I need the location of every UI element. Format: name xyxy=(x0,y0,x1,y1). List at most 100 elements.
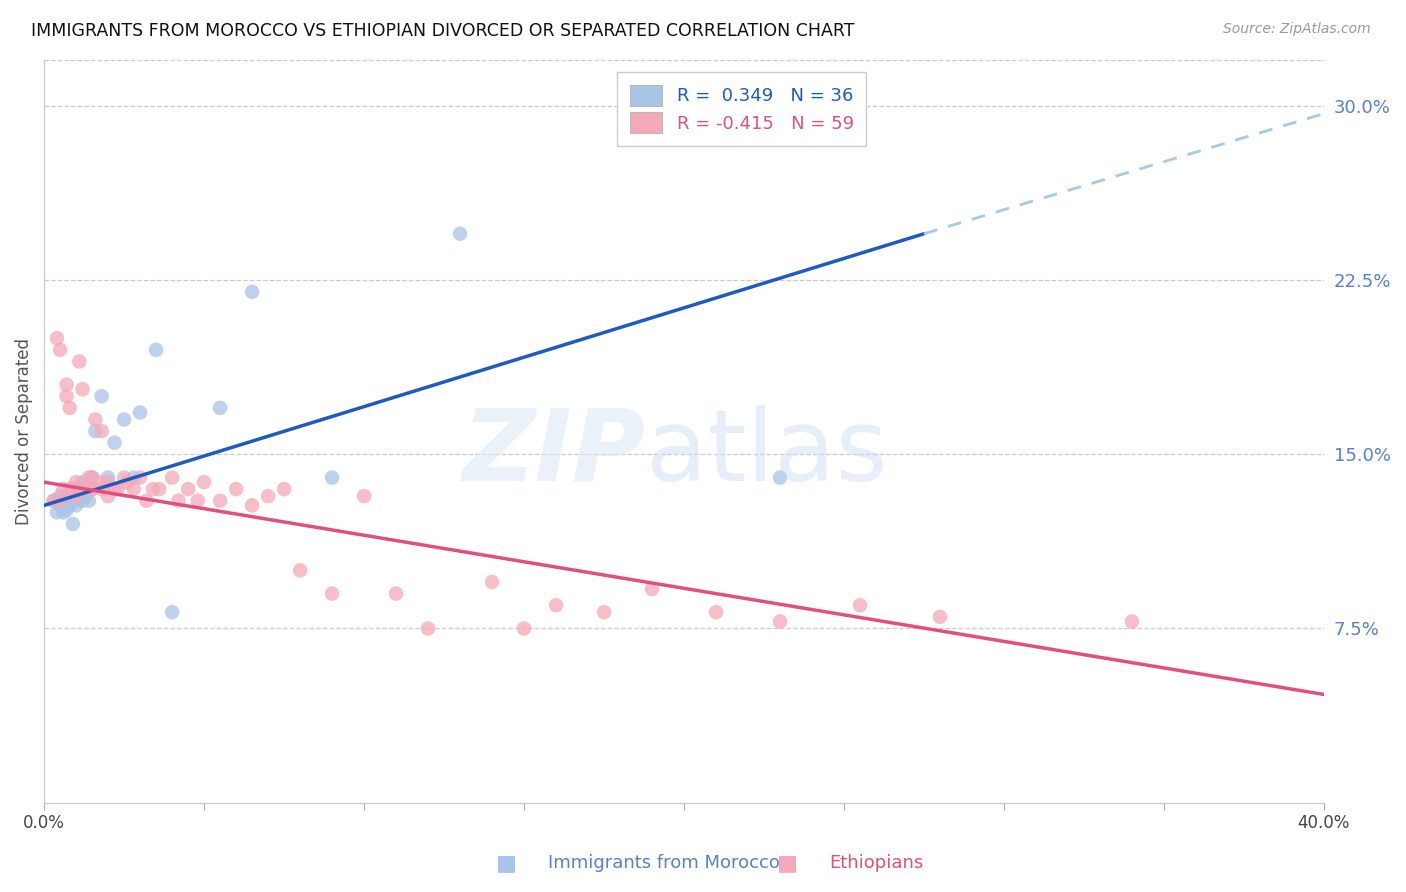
Point xyxy=(65,489,87,503)
Point xyxy=(929,610,952,624)
Point xyxy=(148,482,170,496)
Point xyxy=(59,401,82,415)
Point xyxy=(513,622,536,636)
Point xyxy=(75,489,97,503)
Point xyxy=(90,482,112,496)
Point xyxy=(45,505,67,519)
Point xyxy=(49,493,72,508)
Point xyxy=(240,499,263,513)
Point xyxy=(72,382,94,396)
Point xyxy=(82,470,104,484)
Point xyxy=(62,482,84,496)
Text: Source: ZipAtlas.com: Source: ZipAtlas.com xyxy=(1223,22,1371,37)
Point xyxy=(82,470,104,484)
Point xyxy=(769,470,792,484)
Point xyxy=(65,489,87,503)
Point xyxy=(45,331,67,345)
Point xyxy=(49,343,72,357)
Point xyxy=(385,587,408,601)
Point xyxy=(1121,615,1143,629)
Point xyxy=(72,475,94,490)
Point xyxy=(82,482,104,496)
Point xyxy=(160,470,183,484)
Point xyxy=(77,470,100,484)
Point xyxy=(416,622,439,636)
Point xyxy=(117,475,139,490)
Point xyxy=(67,482,90,496)
Text: Ethiopians: Ethiopians xyxy=(830,855,924,872)
Y-axis label: Divorced or Separated: Divorced or Separated xyxy=(15,337,32,524)
Point xyxy=(187,493,209,508)
Point xyxy=(193,475,215,490)
Point xyxy=(84,412,107,426)
Point xyxy=(42,493,65,508)
Point xyxy=(122,470,145,484)
Point xyxy=(257,489,280,503)
Point xyxy=(52,482,75,496)
Point xyxy=(65,475,87,490)
Point xyxy=(65,499,87,513)
Point xyxy=(72,482,94,496)
Text: ZIP: ZIP xyxy=(463,405,645,502)
Point xyxy=(288,563,311,577)
Point xyxy=(49,499,72,513)
Point xyxy=(55,493,77,508)
Point xyxy=(135,493,157,508)
Point xyxy=(167,493,190,508)
Point xyxy=(75,482,97,496)
Text: Immigrants from Morocco: Immigrants from Morocco xyxy=(548,855,780,872)
Point xyxy=(704,605,727,619)
Point xyxy=(55,377,77,392)
Point xyxy=(209,401,232,415)
Point xyxy=(67,354,90,368)
Point xyxy=(122,482,145,496)
Point xyxy=(209,493,232,508)
Text: ■: ■ xyxy=(778,854,797,873)
Point xyxy=(49,489,72,503)
Text: ■: ■ xyxy=(496,854,516,873)
Point xyxy=(273,482,295,496)
Point xyxy=(112,470,135,484)
Point xyxy=(240,285,263,299)
Point xyxy=(52,505,75,519)
Point xyxy=(103,482,125,496)
Point xyxy=(129,470,152,484)
Point xyxy=(97,475,120,490)
Point xyxy=(641,582,664,596)
Point xyxy=(87,475,110,490)
Point xyxy=(55,389,77,403)
Point xyxy=(52,491,75,506)
Point xyxy=(449,227,471,241)
Point xyxy=(97,470,120,484)
Point xyxy=(769,615,792,629)
Point xyxy=(59,482,82,496)
Point xyxy=(544,599,567,613)
Point xyxy=(593,605,616,619)
Point xyxy=(82,482,104,496)
Point xyxy=(90,389,112,403)
Point xyxy=(103,435,125,450)
Point xyxy=(55,503,77,517)
Point xyxy=(84,424,107,438)
Point xyxy=(62,491,84,506)
Point xyxy=(321,587,343,601)
Point xyxy=(142,482,165,496)
Point xyxy=(42,493,65,508)
Point xyxy=(225,482,247,496)
Point xyxy=(481,574,503,589)
Point xyxy=(59,493,82,508)
Point xyxy=(62,516,84,531)
Point xyxy=(129,405,152,419)
Point xyxy=(177,482,200,496)
Point xyxy=(59,499,82,513)
Text: atlas: atlas xyxy=(645,405,887,502)
Point xyxy=(72,493,94,508)
Point xyxy=(77,493,100,508)
Point xyxy=(849,599,872,613)
Point xyxy=(160,605,183,619)
Point xyxy=(321,470,343,484)
Point xyxy=(145,343,167,357)
Point xyxy=(107,482,129,496)
Point xyxy=(112,412,135,426)
Point xyxy=(67,491,90,506)
